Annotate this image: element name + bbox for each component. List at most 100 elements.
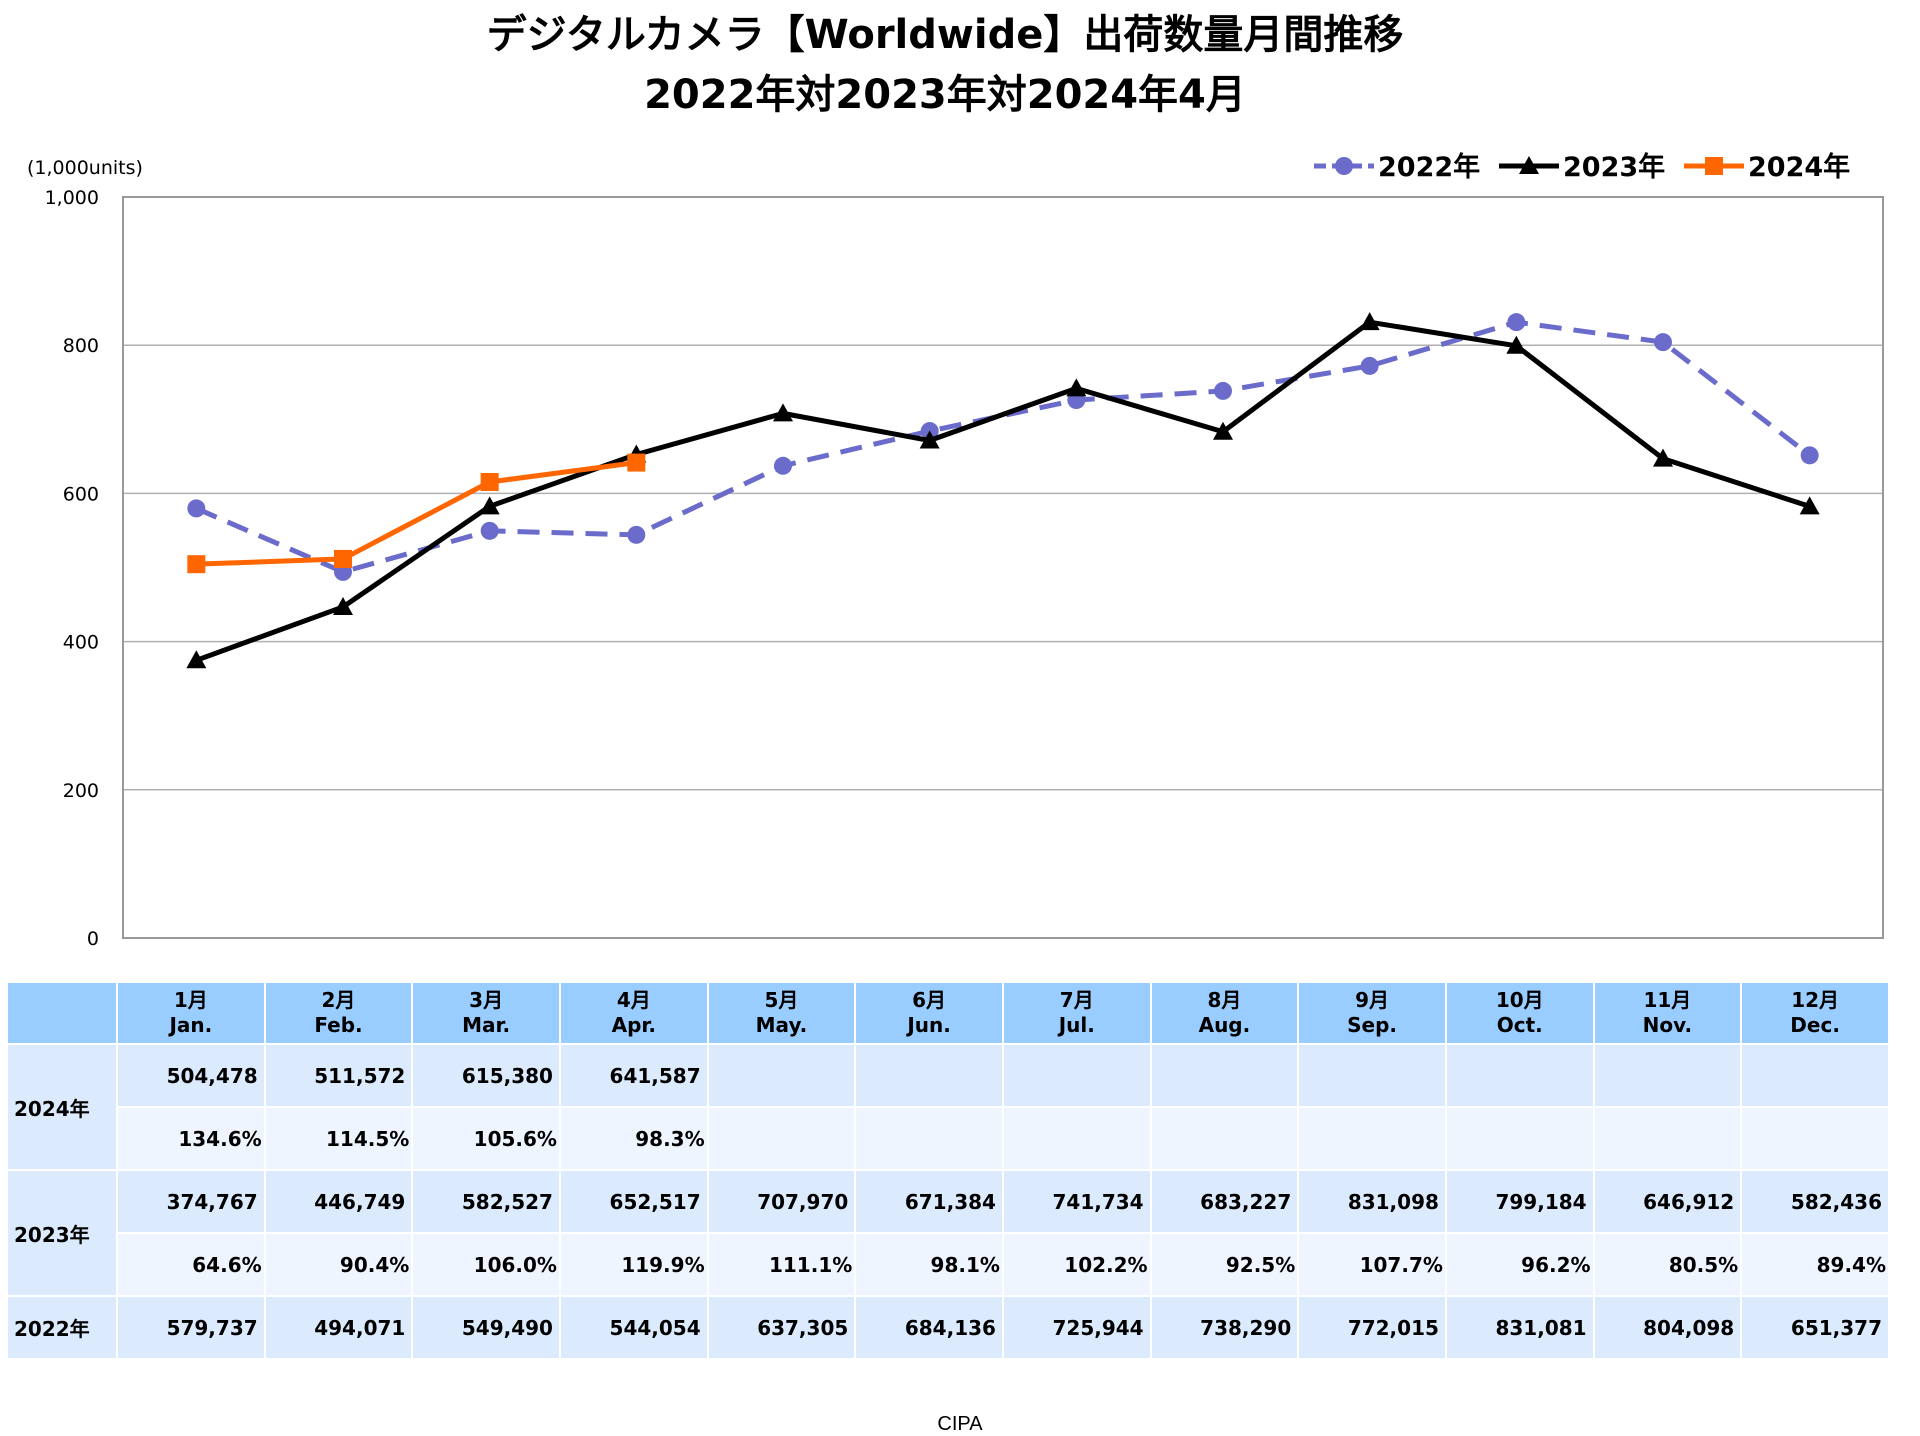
data-point (919, 430, 940, 449)
ratio-cell (1740, 1106, 1890, 1171)
value-cell: 684,136 (854, 1295, 1004, 1360)
ratio-cell (1592, 1106, 1743, 1171)
month-jp: 12月 (1791, 988, 1840, 1012)
ratio-cell: 98.1% (854, 1232, 1004, 1297)
month-en: May. (755, 1013, 808, 1037)
ratio-cell: 119.9% (558, 1232, 709, 1297)
header-row: 1月 Jan. 2月 Feb. 3月 Mar. 4月 Apr. 5月 May. 6月 Jun. 7月 Ju… (6, 981, 1890, 1045)
data-point (773, 403, 793, 422)
ratio-cell: 111.1% (706, 1232, 857, 1297)
value-cell (1297, 1043, 1447, 1108)
ratio-cell (1297, 1106, 1447, 1171)
chart-title: デジタルカメラ【Worldwide】出荷数量月間推移 (486, 12, 1404, 58)
ratio-cell: 92.5% (1149, 1232, 1300, 1297)
line-chart: 0 200 400 600 800 1,000 (1,000units) 2022年 2023年… (27, 151, 1884, 950)
data-point (1213, 421, 1233, 440)
value-cell: 511,572 (263, 1043, 414, 1108)
data-point (480, 473, 499, 492)
value-cell (1444, 1043, 1595, 1108)
ratio-cell: 80.5% (1592, 1232, 1743, 1297)
value-cell: 646,912 (1592, 1169, 1743, 1234)
month-header: 3月 Mar. (411, 981, 561, 1045)
ratio-cell: 98.3% (558, 1106, 709, 1171)
month-en: Apr. (611, 1013, 656, 1037)
value-cell: 446,749 (263, 1169, 414, 1234)
ratio-cell: 106.0% (411, 1232, 561, 1297)
ratio-cell: 96.2% (1444, 1232, 1595, 1297)
month-en: Nov. (1642, 1013, 1693, 1037)
month-jp: 5月 (764, 988, 799, 1012)
data-point (1654, 333, 1672, 352)
ratio-cell (1444, 1106, 1595, 1171)
legend-label: 2024年 (1748, 151, 1850, 183)
legend-label: 2022年 (1378, 151, 1480, 183)
value-cell: 799,184 (1444, 1169, 1595, 1234)
month-jp: 1月 (173, 988, 208, 1012)
ratio-cell: 90.4% (263, 1232, 414, 1297)
value-cell: 637,305 (706, 1295, 857, 1360)
value-cell: 707,970 (706, 1169, 857, 1234)
ratio-cell (854, 1106, 1004, 1171)
value-cell: 831,081 (1444, 1295, 1595, 1360)
data-point (1653, 448, 1673, 467)
value-cell: 582,436 (1740, 1169, 1890, 1234)
value-cell: 831,098 (1297, 1169, 1447, 1234)
data-point (186, 650, 207, 669)
month-header: 6月 Jun. (854, 981, 1004, 1045)
month-jp: 2月 (321, 988, 356, 1012)
value-cell: 641,587 (558, 1043, 709, 1108)
month-jp: 7月 (1059, 988, 1094, 1012)
month-header: 9月 Sep. (1297, 981, 1447, 1045)
year-label: 2022年 (6, 1295, 118, 1360)
data-point (1359, 312, 1380, 331)
value-cell: 579,737 (116, 1295, 266, 1360)
ratio-cell: 134.6% (116, 1106, 266, 1171)
table-row: 2022年 579,737 494,071 549,490 544,054 637,305… (6, 1295, 1890, 1360)
value-cell (1740, 1043, 1890, 1108)
value-cell: 738,290 (1149, 1295, 1300, 1360)
data-point (334, 549, 352, 568)
data-point (480, 521, 499, 540)
ratio-cell (706, 1106, 857, 1171)
ratio-row: 134.6% 114.5% 105.6% 98.3% (7, 1106, 1890, 1171)
data-point (774, 456, 792, 475)
data-point (333, 596, 353, 615)
month-en: Dec. (1790, 1013, 1840, 1037)
value-cell (1149, 1043, 1300, 1108)
value-cell: 544,054 (558, 1295, 709, 1360)
month-jp: 8月 (1207, 988, 1242, 1012)
legend-marker (1519, 156, 1539, 174)
value-cell: 683,227 (1149, 1169, 1300, 1234)
legend-marker (1705, 157, 1723, 175)
table-row: 2024年 504,478 511,572 615,380 641,587 (6, 1043, 1890, 1171)
value-cell: 804,098 (1592, 1295, 1743, 1360)
value-cell: 772,015 (1297, 1295, 1447, 1360)
month-header: 7月 Jul. (1001, 981, 1152, 1045)
value-cell: 494,071 (263, 1295, 414, 1360)
ratio-cell (1001, 1106, 1152, 1171)
source-label: CIPA (937, 1413, 983, 1435)
month-en: Oct. (1496, 1013, 1543, 1037)
month-jp: 4月 (616, 988, 651, 1012)
table-row: 2023年 374,767 446,749 582,527 652,517 707,970… (6, 1169, 1890, 1297)
value-cell (1001, 1043, 1152, 1108)
ratio-cell: 105.6% (411, 1106, 561, 1171)
y-tick-label: 1,000 (45, 187, 99, 209)
value-cell: 374,767 (116, 1169, 266, 1234)
ratio-row: 64.6% 90.4% 106.0% 119.9% 111.1% 98.1% 102.2% 9… (7, 1232, 1890, 1297)
month-header: 8月 Aug. (1149, 981, 1300, 1045)
data-point (187, 555, 206, 574)
value-cell: 652,517 (558, 1169, 709, 1234)
series-line-2023年 (195, 319, 1811, 663)
plot-area (122, 196, 1884, 939)
data-point (1506, 335, 1527, 354)
legend-label: 2023年 (1563, 151, 1665, 183)
month-jp: 11月 (1643, 988, 1692, 1012)
value-cell: 671,384 (854, 1169, 1004, 1234)
ratio-cell: 102.2% (1001, 1232, 1152, 1297)
data-point (1800, 446, 1819, 465)
month-header: 4月 Apr. (558, 981, 709, 1045)
month-jp: 9月 (1355, 988, 1390, 1012)
month-header: 1月 Jan. (116, 981, 266, 1045)
